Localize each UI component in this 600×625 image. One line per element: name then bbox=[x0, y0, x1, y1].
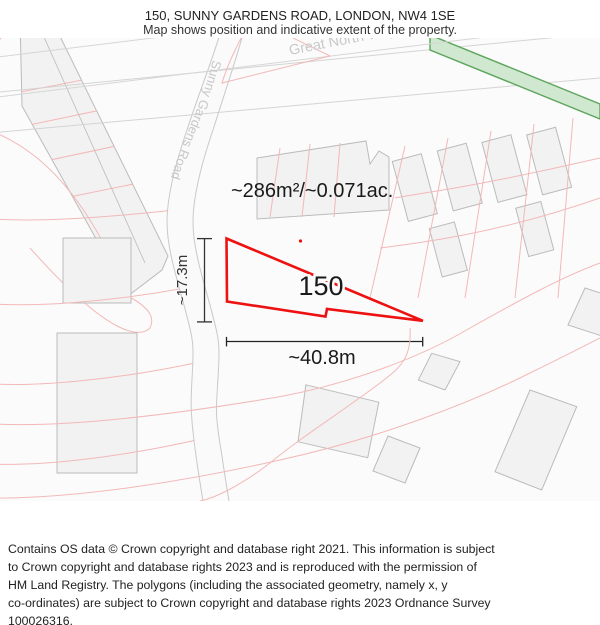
svg-text:~17.3m: ~17.3m bbox=[174, 255, 191, 305]
svg-text:~286m²/~0.071ac.: ~286m²/~0.071ac. bbox=[231, 180, 393, 202]
svg-text:~40.8m: ~40.8m bbox=[288, 347, 355, 369]
svg-text:150: 150 bbox=[298, 271, 343, 301]
